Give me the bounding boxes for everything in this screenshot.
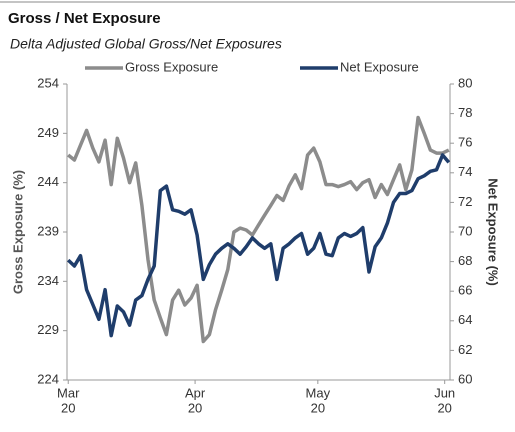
y-tick-label: 229	[37, 322, 59, 337]
x-tick-label: Jun	[434, 385, 455, 400]
y2-tick-label: 66	[458, 283, 472, 298]
y2-tick-label: 76	[458, 135, 472, 150]
y2-tick-label: 80	[458, 75, 472, 90]
y2-tick-label: 64	[458, 312, 472, 327]
x-tick-label: 20	[311, 400, 325, 415]
y-axis-label: Gross Exposure (%)	[10, 170, 25, 294]
chart-title: Gross / Net Exposure	[8, 10, 161, 27]
y2-tick-label: 72	[458, 194, 472, 209]
y2-tick-label: 78	[458, 105, 472, 120]
legend-label: Gross Exposure	[125, 59, 218, 74]
y2-axis-label: Net Exposure (%)	[486, 178, 501, 286]
series-line	[67, 115, 450, 344]
x-tick-label: 20	[437, 400, 451, 415]
y2-tick-label: 74	[458, 164, 472, 179]
x-tick-label: Mar	[57, 385, 80, 400]
series-line	[66, 153, 451, 338]
y-tick-label: 234	[37, 273, 59, 288]
y-tick-label: 244	[37, 174, 59, 189]
y-tick-label: 254	[37, 75, 59, 90]
y2-tick-label: 62	[458, 342, 472, 357]
x-tick-label: 20	[61, 400, 75, 415]
legend-label: Net Exposure	[340, 59, 419, 74]
y-tick-label: 239	[37, 223, 59, 238]
y2-tick-label: 60	[458, 371, 472, 386]
y2-tick-label: 68	[458, 253, 472, 268]
y2-tick-label: 70	[458, 223, 472, 238]
x-tick-label: 20	[188, 400, 202, 415]
chart-subtitle: Delta Adjusted Global Gross/Net Exposure…	[10, 36, 282, 52]
x-tick-label: May	[306, 385, 331, 400]
x-tick-label: Apr	[185, 385, 206, 400]
y-tick-label: 224	[37, 371, 59, 386]
y-tick-label: 249	[37, 125, 59, 140]
